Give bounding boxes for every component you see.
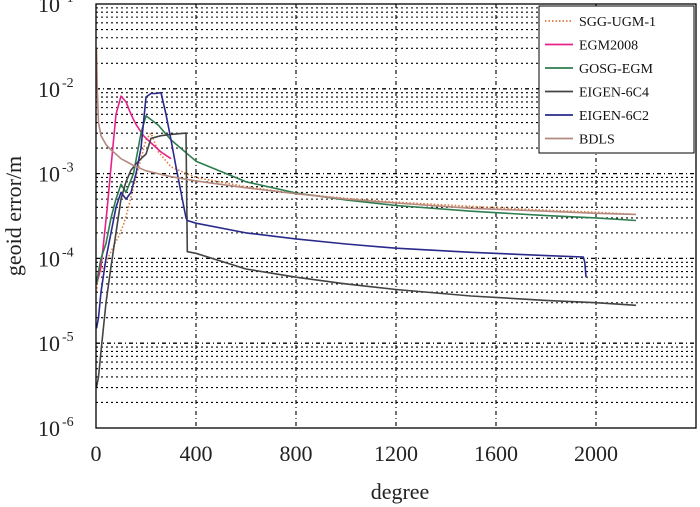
x-axis-title: degree [371, 479, 430, 504]
y-tick-label: 10 -5 [38, 330, 74, 356]
x-tick-label: 1600 [474, 441, 518, 466]
plot-frame [95, 3, 697, 429]
series-line-gosg-egm [95, 115, 637, 285]
legend-label: EIGEN-6C2 [579, 109, 649, 124]
series-line-bdls [95, 48, 637, 216]
legend-box [538, 5, 695, 154]
legend: SGG-UGM-1 EGM2008 GOSG-EGM EIGEN-6C4 EIGEN-6… [538, 5, 695, 154]
x-axis-ticks: 0 400 800 1200 1600 2000 [91, 441, 619, 466]
series-layer [95, 48, 637, 388]
x-tick-label: 800 [280, 441, 313, 466]
legend-label: SGG-UGM-1 [579, 15, 656, 30]
legend-label: EGM2008 [579, 39, 638, 54]
legend-label: BDLS [579, 133, 615, 148]
x-tick-label: 1200 [374, 441, 418, 466]
x-tick-label: 400 [180, 441, 213, 466]
series-line-sgg-ugm-1 [95, 132, 637, 293]
x-tick-label: 2000 [574, 441, 618, 466]
y-axis-title: geoid error/m [1, 156, 26, 276]
series-line-eigen-6c2 [95, 91, 587, 329]
y-tick-label: 10 -6 [38, 415, 74, 441]
series-line-egm2008 [95, 95, 172, 285]
y-tick-label: 10 -2 [38, 76, 74, 102]
y-tick-label: 10-1 [38, 0, 74, 17]
x-tick-label: 0 [91, 441, 102, 466]
y-tick-label: 10 -3 [38, 161, 74, 187]
series-line-eigen-6c4 [95, 132, 637, 388]
y-axis-ticks: 10-6 10-5 10-4 10-3 10-2 10-1 [38, 0, 74, 441]
y-tick-label: 10 -4 [38, 245, 74, 271]
legend-label: GOSG-EGM [579, 62, 653, 77]
legend-label: EIGEN-6C4 [579, 86, 649, 101]
